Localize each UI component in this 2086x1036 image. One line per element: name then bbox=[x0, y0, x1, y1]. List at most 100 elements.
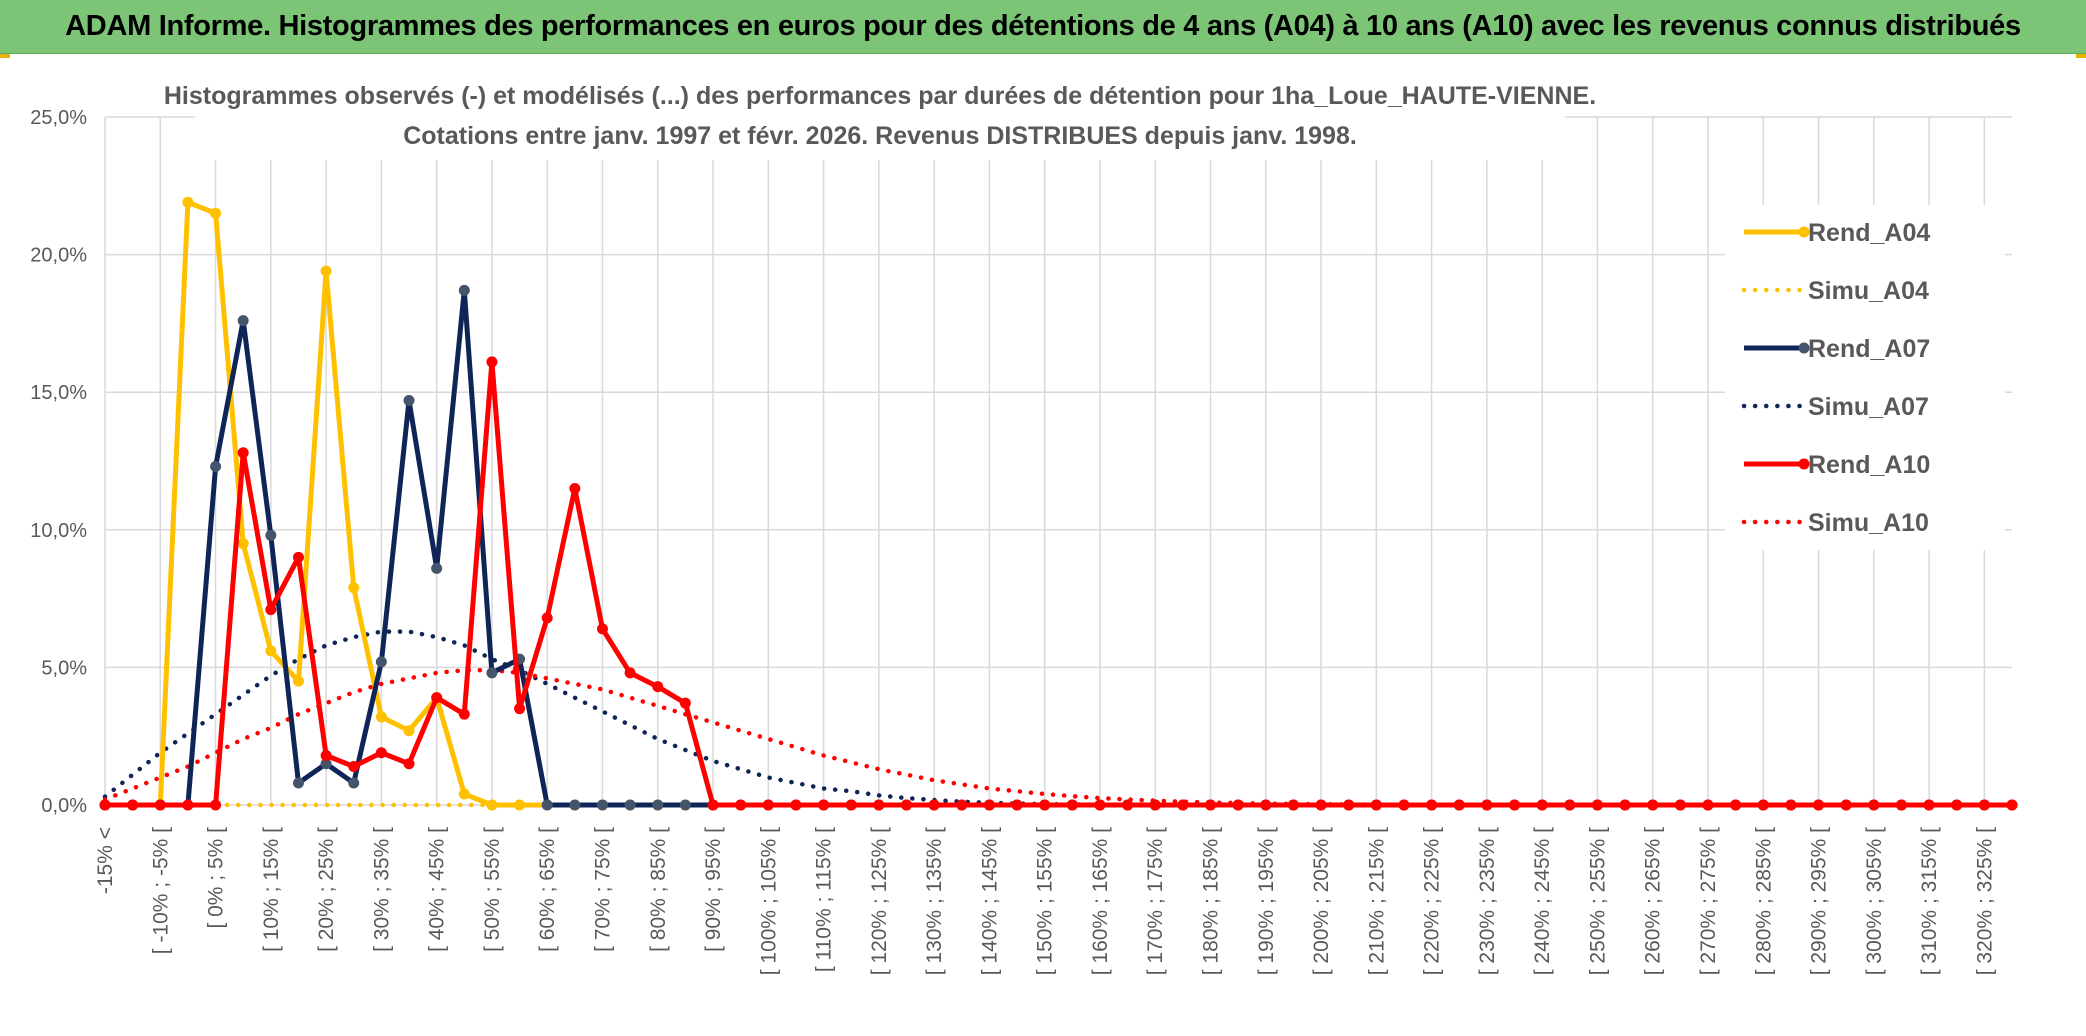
series-line-Simu_A07 bbox=[102, 629, 2015, 808]
legend-marker bbox=[1798, 226, 1810, 238]
x-tick-label: [ 270% ; 275% [ bbox=[1697, 827, 1720, 975]
data-point bbox=[1343, 799, 1355, 811]
chart-title-block: Histogrammes observés (-) et modélisés (… bbox=[164, 70, 1596, 160]
x-tick-label: [ 320% ; 325% [ bbox=[1973, 827, 1996, 975]
data-point bbox=[1619, 799, 1631, 811]
data-point bbox=[127, 799, 139, 811]
x-tick-label: [ 280% ; 285% [ bbox=[1752, 827, 1775, 975]
data-point bbox=[1647, 799, 1659, 811]
histogram-chart: 0,0% 5,0% 10,0% 15,0% 20,0% 25,0% Histogramme… bbox=[30, 70, 2018, 975]
x-tick-label: [ 0% ; 5% [ bbox=[205, 827, 228, 929]
title-background bbox=[195, 70, 1565, 160]
legend-item-Simu_A07: Simu_A07 bbox=[1741, 393, 1929, 421]
legend-item-Rend_A10: Rend_A10 bbox=[1744, 451, 1930, 479]
x-tick-label: [ 60% ; 65% [ bbox=[536, 827, 559, 952]
x-tick-label: [ 150% ; 155% [ bbox=[1034, 827, 1057, 975]
data-point bbox=[1122, 799, 1134, 811]
series bbox=[99, 196, 2018, 811]
x-tick-label: [ 90% ; 95% [ bbox=[702, 827, 725, 952]
data-point bbox=[1868, 799, 1880, 811]
data-point bbox=[320, 265, 332, 277]
data-point bbox=[431, 562, 443, 574]
data-point bbox=[292, 675, 304, 687]
x-tick-label: -15% < bbox=[94, 827, 117, 894]
chart-title: Histogrammes observés (-) et modélisés (… bbox=[164, 82, 1596, 110]
x-tick-label: [ 80% ; 85% [ bbox=[647, 827, 670, 952]
data-point bbox=[707, 799, 719, 811]
data-point bbox=[237, 315, 249, 327]
report-title: ADAM Informe. Histogrammes des performan… bbox=[65, 10, 2021, 42]
y-tick-label: 5,0% bbox=[41, 657, 87, 679]
x-tick-label: [ 110% ; 115% [ bbox=[813, 827, 836, 972]
data-point bbox=[1785, 799, 1797, 811]
data-point bbox=[652, 681, 664, 693]
data-point bbox=[431, 692, 443, 704]
y-tick-label: 25,0% bbox=[30, 107, 87, 129]
data-point bbox=[1674, 799, 1686, 811]
data-point bbox=[265, 604, 277, 616]
data-point bbox=[624, 667, 636, 679]
x-axis-ticks: -15% < [ -10% ; -5% [[ 0% ; 5% [[ 10% ; 1… bbox=[94, 827, 1996, 975]
data-point bbox=[292, 551, 304, 563]
series-Simu_A10 bbox=[102, 667, 2015, 808]
data-point bbox=[845, 799, 857, 811]
data-point bbox=[210, 207, 222, 219]
legend-background bbox=[1725, 205, 2005, 550]
x-tick-label: [ -10% ; -5% [ bbox=[149, 827, 172, 954]
data-point bbox=[1205, 799, 1217, 811]
data-point bbox=[1260, 799, 1272, 811]
data-point bbox=[237, 538, 249, 550]
series-line-Simu_A10 bbox=[102, 667, 2015, 808]
data-point bbox=[514, 799, 526, 811]
data-point bbox=[486, 356, 498, 368]
data-point bbox=[1895, 799, 1907, 811]
data-point bbox=[1094, 799, 1106, 811]
data-point bbox=[624, 799, 636, 811]
data-point bbox=[348, 777, 360, 789]
x-tick-label: [ 210% ; 215% [ bbox=[1365, 827, 1388, 975]
data-point bbox=[1287, 799, 1299, 811]
data-point bbox=[403, 394, 415, 406]
data-point bbox=[265, 529, 277, 541]
data-point bbox=[348, 760, 360, 772]
data-point bbox=[1564, 799, 1576, 811]
data-point bbox=[1039, 799, 1051, 811]
data-point bbox=[486, 799, 498, 811]
x-tick-label: [ 250% ; 255% [ bbox=[1586, 827, 1609, 975]
data-point bbox=[1730, 799, 1742, 811]
x-tick-label: [ 140% ; 145% [ bbox=[978, 827, 1001, 975]
y-tick-label: 15,0% bbox=[30, 382, 87, 404]
data-point bbox=[320, 758, 332, 770]
x-tick-label: [ 230% ; 235% [ bbox=[1476, 827, 1499, 975]
data-point bbox=[1011, 799, 1023, 811]
legend-label: Simu_A07 bbox=[1808, 393, 1929, 421]
data-point bbox=[541, 799, 553, 811]
data-point bbox=[1370, 799, 1382, 811]
data-point bbox=[900, 799, 912, 811]
report-banner: ADAM Informe. Histogrammes des performan… bbox=[0, 0, 2086, 54]
data-point bbox=[1951, 799, 1963, 811]
data-point bbox=[458, 788, 470, 800]
corner-mark-left bbox=[0, 54, 10, 58]
corner-mark-right bbox=[2076, 54, 2086, 58]
data-point bbox=[1813, 799, 1825, 811]
legend: Rend_A04 Simu_A04 Rend_A07 Simu_A07 Rend_A10… bbox=[1725, 205, 2005, 550]
data-point bbox=[1978, 799, 1990, 811]
x-tick-label: [ 40% ; 45% [ bbox=[426, 827, 449, 952]
legend-label: Simu_A04 bbox=[1808, 277, 1929, 305]
chart-subtitle: Cotations entre janv. 1997 et févr. 2026… bbox=[403, 122, 1357, 150]
x-tick-label: [ 20% ; 25% [ bbox=[315, 827, 338, 952]
series-Rend_A10 bbox=[99, 356, 2018, 811]
data-point bbox=[1923, 799, 1935, 811]
data-point bbox=[99, 799, 111, 811]
data-point bbox=[1426, 799, 1438, 811]
data-point bbox=[514, 703, 526, 715]
data-point bbox=[1591, 799, 1603, 811]
data-point bbox=[790, 799, 802, 811]
legend-item-Simu_A10: Simu_A10 bbox=[1741, 509, 1929, 537]
legend-item-Rend_A04: Rend_A04 bbox=[1744, 219, 1930, 247]
data-point bbox=[375, 711, 387, 723]
legend-label: Simu_A10 bbox=[1808, 509, 1929, 537]
legend-marker bbox=[1798, 458, 1810, 470]
x-tick-label: [ 50% ; 55% [ bbox=[481, 827, 504, 952]
